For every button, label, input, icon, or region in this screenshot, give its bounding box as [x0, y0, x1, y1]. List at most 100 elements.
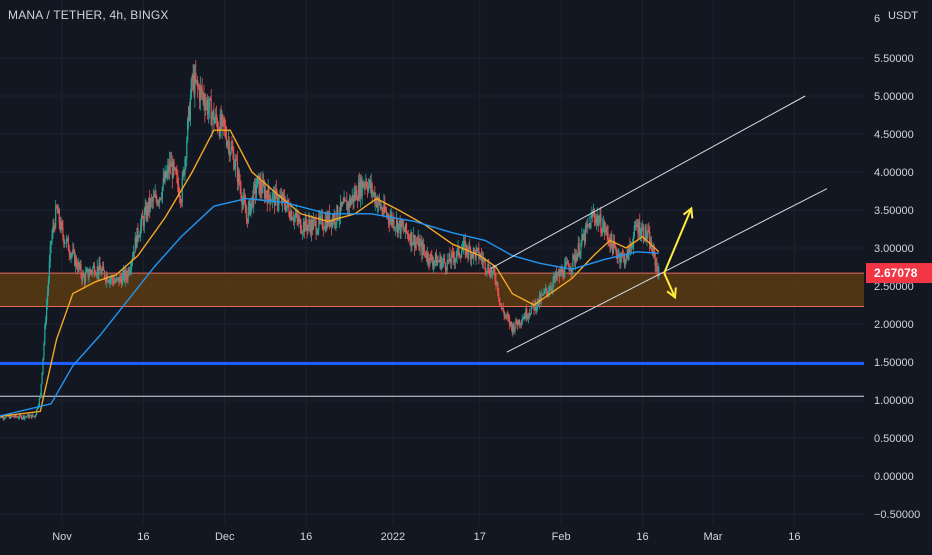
candle-body: [486, 271, 487, 272]
candle-body: [283, 194, 284, 197]
candle-body: [248, 207, 249, 223]
candle-body: [242, 200, 243, 205]
candle-body: [49, 262, 50, 280]
candle-body: [451, 252, 452, 263]
candle-body: [246, 213, 247, 218]
y-tick-label: 1.00000: [874, 395, 914, 407]
candle-body: [240, 188, 241, 198]
candle-body: [622, 253, 623, 254]
candle-body: [607, 228, 608, 234]
candle-body: [44, 326, 45, 344]
up-arrow: [664, 208, 691, 273]
candle-body: [351, 200, 352, 205]
candle-body: [372, 183, 373, 194]
candle-body: [425, 252, 426, 257]
candle-body: [133, 252, 134, 258]
candle-body: [343, 203, 344, 204]
candle-body: [648, 230, 649, 232]
candle-body: [233, 153, 234, 169]
candle-body: [572, 255, 573, 269]
candle-body: [126, 270, 127, 276]
candle-body: [83, 273, 84, 277]
candle-body: [600, 214, 601, 232]
y-tick-label: 3.50000: [874, 205, 914, 217]
candle-body: [80, 264, 81, 275]
candle-body: [180, 197, 181, 202]
candle-body: [203, 94, 204, 103]
candle-body: [526, 309, 527, 318]
candle-body: [22, 418, 23, 419]
candle-body: [626, 255, 627, 262]
candle-body: [317, 230, 318, 234]
candle-body: [184, 159, 185, 174]
y-tick-label: 4.00000: [874, 167, 914, 179]
candle-body: [234, 167, 235, 169]
candle-body: [596, 219, 597, 223]
candle-body: [245, 203, 246, 213]
candle-body: [516, 319, 517, 323]
price-axis-unit: USDT: [888, 10, 918, 22]
candle-body: [161, 198, 162, 199]
candle-body: [494, 273, 495, 280]
candle-body: [137, 228, 138, 238]
candle-body: [441, 262, 442, 269]
candle-body: [530, 314, 531, 315]
candle-body: [89, 275, 90, 277]
candle-body: [641, 229, 642, 236]
candle-body: [444, 258, 445, 263]
x-tick-label: 16: [300, 531, 312, 543]
candle-body: [110, 279, 111, 280]
candle-body: [544, 291, 545, 292]
candle-body: [66, 238, 67, 243]
candle-body: [511, 322, 512, 326]
candle-body: [18, 418, 19, 419]
candle-body: [42, 358, 43, 373]
candle-body: [309, 220, 310, 225]
candle-body: [222, 115, 223, 118]
candle-body: [447, 260, 448, 270]
channel-line: [507, 189, 827, 352]
candle-body: [20, 415, 21, 416]
candle-body: [395, 227, 396, 228]
y-tick-label: −0.50000: [874, 509, 920, 521]
candle-body: [3, 416, 4, 418]
candle-body: [186, 141, 187, 159]
candle-body: [598, 221, 599, 225]
candle-body: [594, 212, 595, 218]
candle-body: [209, 98, 210, 108]
slow-moving-average-line: [0, 199, 659, 417]
candle-body: [523, 319, 524, 320]
candle-body: [117, 278, 118, 279]
candle-body: [51, 241, 52, 245]
candle-body: [202, 88, 203, 94]
candle-body: [190, 98, 191, 121]
candle-body: [492, 271, 493, 274]
candle-body: [73, 250, 74, 251]
x-tick-label: 2022: [381, 531, 405, 543]
candle-body: [398, 224, 399, 233]
candle-body: [90, 270, 91, 271]
candle-body: [99, 263, 100, 270]
candle-body: [260, 181, 261, 190]
candle-body: [46, 304, 47, 321]
candle-body: [474, 248, 475, 251]
candle-body: [176, 173, 177, 175]
y-tick-label: 0.00000: [874, 471, 914, 483]
candle-body: [122, 275, 123, 285]
candle-body: [26, 416, 27, 417]
candle-body: [442, 261, 443, 263]
candle-body: [286, 205, 287, 210]
candle-body: [407, 232, 408, 234]
candle-body: [63, 236, 64, 243]
candle-body: [71, 254, 72, 255]
candle-body: [179, 195, 180, 197]
candle-body: [625, 262, 626, 265]
candle-body: [536, 307, 537, 310]
candle-body: [239, 171, 240, 183]
candle-body: [527, 317, 528, 318]
candle-body: [605, 230, 606, 232]
candle-body: [52, 226, 53, 234]
candle-body: [377, 203, 378, 207]
